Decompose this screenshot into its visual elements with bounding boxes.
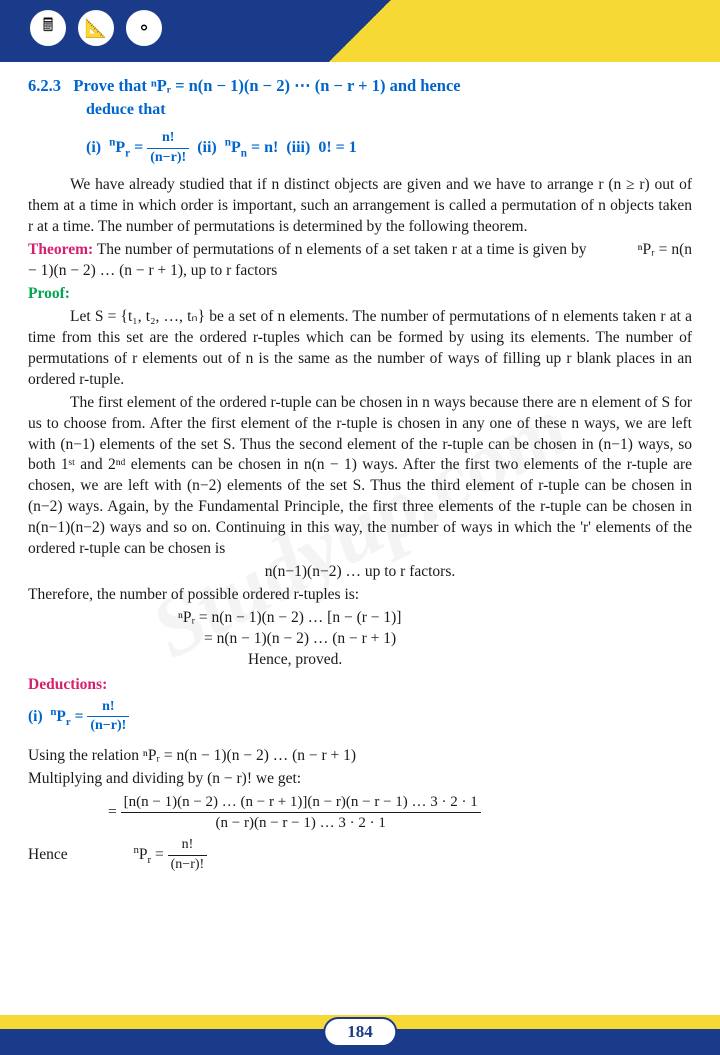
theorem-label: Theorem: <box>28 241 93 258</box>
hence-proved: Hence, proved. <box>178 650 692 671</box>
deductions-label: Deductions: <box>28 676 107 693</box>
header-icons: 🖩 📐 ⚬ <box>28 8 164 48</box>
multiply-line: Multiplying and dividing by (n − r)! we … <box>28 769 692 790</box>
heading-text-1: Prove that ⁿPᵣ = n(n − 1)(n − 2) ⋯ (n − … <box>73 76 460 95</box>
footer: 184 <box>0 995 720 1055</box>
hence-line: Hence nPr = n!(n−r)! <box>28 836 692 875</box>
big-frac-den: (n − r)(n − r − 1) … 3 · 2 · 1 <box>121 813 481 833</box>
proof-label-line: Proof: <box>28 284 692 305</box>
calculator-icon: 🖩 <box>28 8 68 48</box>
section-number: 6.2.3 <box>28 76 61 95</box>
result-line-1: ⁿPᵣ = n(n − 1)(n − 2) … [n − (r − 1)] <box>178 608 692 629</box>
result-line-2: = n(n − 1)(n − 2) … (n − r + 1) <box>178 629 692 650</box>
theorem-paragraph: Theorem: The number of permutations of n… <box>28 240 692 282</box>
page-content: 6.2.3 Prove that ⁿPᵣ = n(n − 1)(n − 2) ⋯… <box>0 62 720 875</box>
formula-center-1: n(n−1)(n−2) … up to r factors. <box>28 562 692 583</box>
intro-paragraph: We have already studied that if n distin… <box>28 175 692 238</box>
big-fraction: = [n(n − 1)(n − 2) … (n − r + 1)](n − r)… <box>28 792 692 834</box>
deductions-heading: Deductions: <box>28 675 692 696</box>
theorem-text: The number of permutations of n elements… <box>93 241 586 258</box>
big-frac-num: [n(n − 1)(n − 2) … (n − r + 1)](n − r)(n… <box>121 792 481 813</box>
top-banner: 🖩 📐 ⚬ <box>0 0 720 62</box>
result-formula: ⁿPᵣ = n(n − 1)(n − 2) … [n − (r − 1)] = … <box>28 608 692 671</box>
compass-icon: ⚬ <box>124 8 164 48</box>
proof-para-2: The first element of the ordered r-tuple… <box>28 393 692 560</box>
deduction-i: (i) nPr = n!(n−r)! <box>28 698 692 737</box>
ruler-icon: 📐 <box>76 8 116 48</box>
deduction-i-label: (i) nPr = n!(n−r)! <box>28 708 129 725</box>
section-heading-parts: (i) nPr = n!(n−r)! (ii) nPn = n! (iii) 0… <box>28 129 692 168</box>
proof-label: Proof: <box>28 285 70 302</box>
section-heading-line2: deduce that <box>28 99 692 121</box>
proof-para-1: Let S = {t₁, t₂, …, tₙ} be a set of n el… <box>28 307 692 391</box>
using-relation: Using the relation ⁿPᵣ = n(n − 1)(n − 2)… <box>28 746 692 767</box>
hence-label: Hence <box>28 846 68 863</box>
page-number-badge: 184 <box>323 1017 397 1047</box>
therefore-line: Therefore, the number of possible ordere… <box>28 585 692 606</box>
section-heading-line1: 6.2.3 Prove that ⁿPᵣ = n(n − 1)(n − 2) ⋯… <box>28 74 692 97</box>
